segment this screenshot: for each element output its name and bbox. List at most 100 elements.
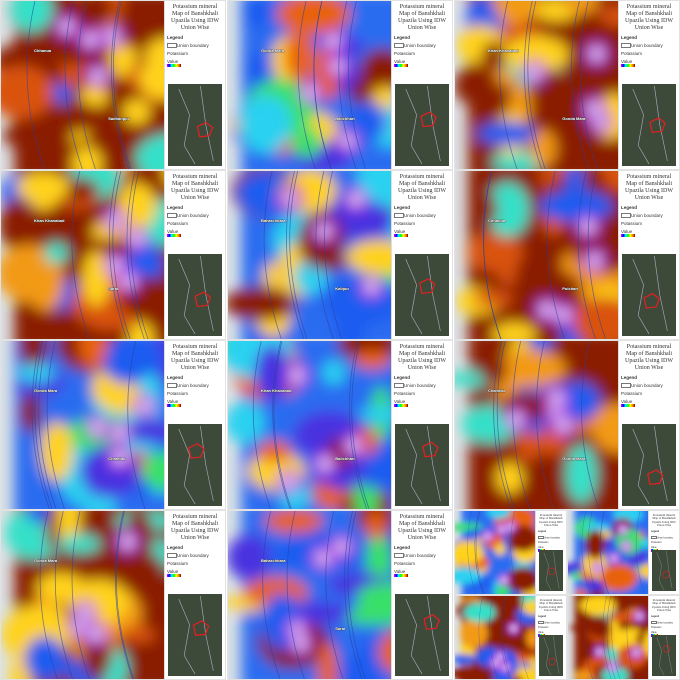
- high-core: [501, 577, 507, 583]
- legend-title: Legend: [538, 530, 547, 533]
- inset-roads: [632, 86, 668, 165]
- blob: [540, 320, 562, 339]
- inset-union: [418, 278, 436, 295]
- inset-map: [652, 635, 676, 676]
- blob: [1, 198, 37, 251]
- high-core: [620, 526, 626, 532]
- river: [110, 1, 130, 169]
- inset-union: [192, 620, 210, 636]
- river: [510, 511, 520, 594]
- blob: [127, 321, 155, 339]
- high-core: [591, 48, 602, 59]
- map-title: Potassium mineral Map of Banshkhali Upaz…: [398, 344, 446, 371]
- place-label: Bailchhari: [335, 456, 354, 461]
- boundary-swatch: [394, 382, 404, 388]
- place-label: Gonda Mara: [34, 558, 58, 563]
- blob: [526, 628, 537, 648]
- inset-svg: [632, 86, 668, 165]
- idw-map: Gonda Mara: [1, 511, 166, 679]
- place-label: Puichari: [562, 286, 578, 291]
- map-title: Potassium mineral Map of Banshkhali Upaz…: [171, 174, 219, 201]
- blob: [508, 525, 537, 552]
- legend-sidebar: Potassium mineral Map of Banshkhali Upaz…: [391, 171, 452, 339]
- idw-map: Gonda Mara Bailchhari: [228, 1, 393, 169]
- high-core: [283, 476, 294, 487]
- raster: [1, 1, 166, 169]
- blob: [58, 534, 102, 554]
- blob: [239, 94, 292, 154]
- legend-sidebar: Potassium mineral Map of Banshkhali Upaz…: [164, 511, 225, 679]
- river: [34, 341, 53, 509]
- idw-map: Baharchhara Kalipur: [228, 171, 393, 339]
- legend-title: Legend: [167, 204, 184, 210]
- high-core: [636, 613, 642, 619]
- legend-sidebar: Potassium mineral Map of Banshkhali Upaz…: [164, 1, 225, 169]
- blob: [466, 232, 524, 272]
- river: [64, 1, 83, 169]
- layer-name: Potassium: [394, 50, 416, 56]
- blob: [600, 563, 638, 592]
- river: [348, 1, 367, 169]
- high-core: [594, 565, 600, 571]
- place-label: Baharchhara: [261, 218, 286, 223]
- high-core: [558, 309, 569, 320]
- blob: [522, 600, 537, 615]
- blob: [576, 588, 587, 594]
- river: [313, 1, 332, 169]
- map-panel: Khan Khanabad Saral Potassium mineral Map …: [0, 170, 226, 340]
- field-name: Value: [651, 547, 657, 550]
- blob: [493, 1, 539, 25]
- place-label: Gonda Mara: [261, 48, 285, 53]
- layer-name: Potassium: [621, 50, 643, 56]
- inset-union: [647, 469, 664, 485]
- legend-row: Union boundary: [538, 620, 564, 625]
- inset-svg: [656, 551, 673, 591]
- field-name: Value: [538, 632, 544, 635]
- blob: [346, 239, 393, 275]
- river: [577, 171, 596, 339]
- river: [126, 171, 145, 339]
- river: [112, 171, 131, 339]
- river: [324, 171, 343, 339]
- river: [289, 171, 308, 339]
- blob: [322, 360, 346, 385]
- inset-map: [652, 550, 676, 591]
- color-ramp: [167, 233, 181, 237]
- blob: [365, 532, 392, 588]
- inset-svg: [543, 551, 560, 591]
- legend-title: Legend: [167, 544, 184, 550]
- inset-union: [548, 567, 556, 576]
- river: [39, 511, 58, 679]
- inset-svg: [405, 86, 441, 165]
- blob: [565, 444, 598, 504]
- legend-sidebar: Potassium mineral Map of Banshkhali Upaz…: [391, 511, 452, 679]
- blob: [264, 511, 324, 534]
- river: [581, 341, 600, 509]
- inset-roads: [405, 256, 441, 335]
- inset-union: [662, 570, 670, 579]
- high-core: [499, 526, 505, 532]
- boundary-label: Union boundary: [404, 212, 436, 218]
- layer-name: Potassium: [167, 390, 189, 396]
- high-core: [114, 452, 125, 463]
- high-core: [597, 649, 603, 655]
- place-label: Baharchhara: [261, 558, 286, 563]
- river: [584, 596, 593, 679]
- blob: [44, 242, 69, 264]
- inset-roads: [632, 426, 668, 505]
- map-title: Potassium mineral Map of Banshkhali Upaz…: [398, 174, 446, 201]
- blob: [122, 99, 151, 125]
- inset-map: [168, 594, 222, 676]
- map-panel: Baharchhara Saral Potassium mineral Map of…: [227, 510, 453, 680]
- inset-svg: [405, 426, 441, 505]
- river: [502, 596, 512, 679]
- boundary-label: Union boundary: [544, 622, 560, 625]
- river: [130, 171, 149, 339]
- river: [71, 171, 90, 339]
- legend-title: Legend: [394, 544, 411, 550]
- boundary-label: Union boundary: [657, 622, 673, 625]
- place-label: Chambal: [108, 456, 125, 461]
- high-core: [320, 458, 331, 469]
- map-title: Potassium mineral Map of Banshkhali Upaz…: [539, 513, 563, 528]
- river: [46, 341, 65, 509]
